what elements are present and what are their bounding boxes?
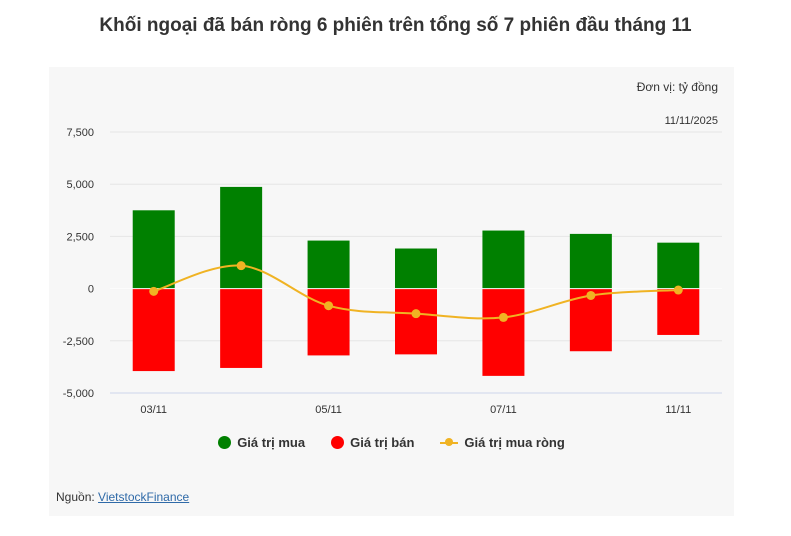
- net-point: [673, 285, 683, 295]
- legend-item-buy[interactable]: Giá trị mua: [218, 435, 305, 450]
- chart-legend: Giá trị mua Giá trị bán Giá trị mua ròng: [49, 435, 734, 450]
- bar-buy: [569, 233, 612, 289]
- source-credit: Nguồn: VietstockFinance: [56, 490, 189, 504]
- x-tick-label: 03/11: [140, 404, 167, 416]
- legend-swatch-net: [440, 436, 459, 449]
- net-point: [149, 286, 159, 296]
- x-tick-label: 11/11: [665, 404, 691, 416]
- source-label: Nguồn:: [56, 490, 99, 504]
- bar-sell: [132, 288, 175, 372]
- y-tick-label: -2,500: [63, 336, 94, 348]
- legend-label-buy: Giá trị mua: [237, 435, 306, 450]
- bar-buy: [482, 230, 525, 289]
- bar-buy: [307, 240, 350, 289]
- bar-buy: [395, 248, 437, 289]
- y-tick-label: 7,500: [66, 127, 94, 139]
- bar-buy: [657, 242, 700, 289]
- y-tick-label: 2,500: [66, 231, 94, 243]
- net-point: [324, 301, 334, 311]
- chart-title: Khối ngoại đã bán ròng 6 phiên trên tổng…: [99, 15, 692, 36]
- legend-swatch-buy: [218, 436, 232, 449]
- bar-sell: [657, 288, 700, 335]
- legend-item-sell[interactable]: Giá trị bán: [331, 435, 414, 450]
- net-point: [411, 309, 421, 319]
- y-tick-label: -5,000: [63, 388, 94, 400]
- legend-label-sell: Giá trị bán: [350, 435, 415, 450]
- bar-sell: [307, 288, 350, 356]
- net-point: [586, 290, 596, 300]
- y-tick-label: 5,000: [66, 179, 94, 191]
- source-link[interactable]: VietstockFinance: [98, 490, 190, 504]
- legend-label-net: Giá trị mua ròng: [464, 435, 565, 450]
- bar-sell: [482, 288, 525, 376]
- x-tick-label: 07/11: [490, 404, 517, 416]
- date-label: 11/11/2025: [664, 115, 718, 127]
- net-point: [498, 312, 508, 322]
- bar-sell: [220, 288, 263, 368]
- y-tick-label: 0: [88, 284, 94, 296]
- bar-sell: [395, 288, 437, 355]
- legend-swatch-sell: [331, 436, 345, 449]
- chart-plot: 7,500 5,000 2,500 0 -2,500 -5,000 03/11 05/11 07…: [63, 127, 722, 416]
- chart-panel: Đơn vị: tỷ đồng 11/11/2025 7,500 5,000 2,5…: [49, 67, 734, 516]
- net-point: [236, 261, 246, 271]
- x-tick-label: 05/11: [315, 404, 342, 416]
- legend-item-net[interactable]: Giá trị mua ròng: [440, 435, 565, 450]
- bar-buy: [220, 186, 263, 289]
- bar-buy: [132, 210, 175, 289]
- unit-label: Đơn vị: tỷ đồng: [636, 80, 718, 94]
